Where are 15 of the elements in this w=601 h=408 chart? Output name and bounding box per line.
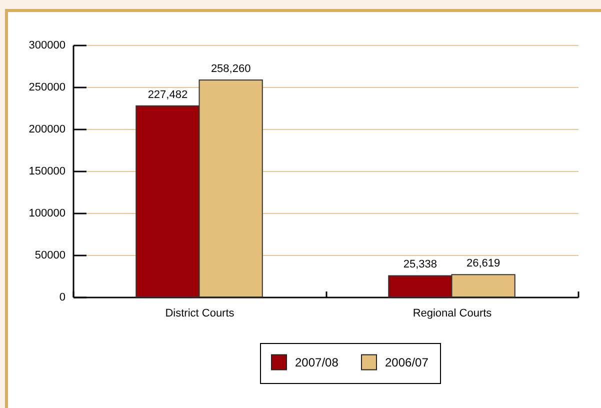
x-tick-label: Regional Courts (412, 308, 492, 320)
y-tick-label: 200000 (28, 124, 66, 136)
y-tick-label: 100000 (28, 208, 66, 220)
data-label: 26,619 (466, 258, 500, 270)
legend-label: 2006/07 (385, 355, 429, 370)
y-tick-label: 50000 (34, 250, 66, 262)
data-label: 258,260 (210, 63, 251, 76)
legend-label: 2007/08 (295, 355, 339, 370)
x-tick-label: District Courts (165, 308, 235, 320)
y-tick-label: 150000 (28, 166, 66, 178)
y-tick-label: 250000 (28, 82, 66, 94)
y-tick-label: 300000 (28, 40, 66, 52)
data-label: 25,338 (403, 258, 438, 271)
data-label: 227,482 (148, 88, 188, 101)
y-tick-label: 0 (59, 292, 66, 304)
